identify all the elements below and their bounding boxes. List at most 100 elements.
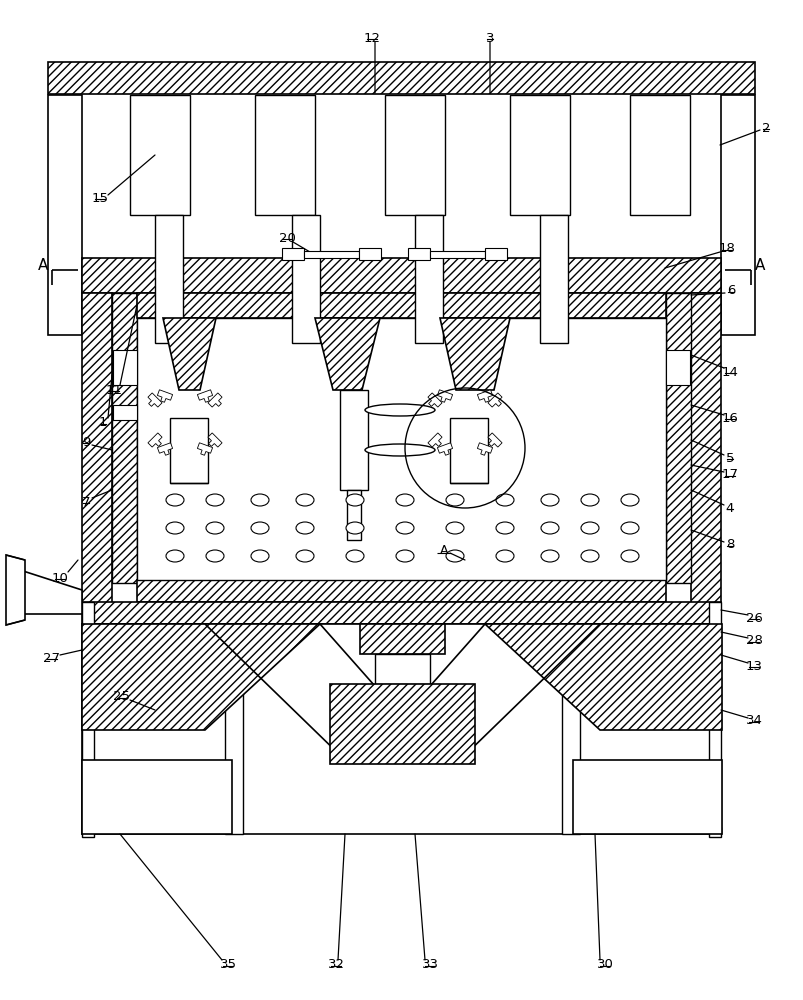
Bar (82, 827, 94, 837)
Bar (82, 258, 720, 293)
Text: 32: 32 (327, 958, 344, 971)
Ellipse shape (206, 550, 224, 562)
Bar (113, 350, 137, 385)
Ellipse shape (396, 522, 414, 534)
Bar (82, 624, 720, 834)
Ellipse shape (296, 550, 314, 562)
Polygon shape (82, 624, 320, 730)
Text: 27: 27 (43, 652, 60, 664)
Polygon shape (163, 318, 216, 390)
Bar (407, 248, 430, 260)
Ellipse shape (206, 494, 224, 506)
Bar (112, 293, 137, 583)
Ellipse shape (581, 550, 598, 562)
Ellipse shape (446, 494, 463, 506)
Text: 2: 2 (760, 122, 769, 135)
Bar (509, 95, 569, 215)
Text: 4: 4 (725, 502, 733, 514)
Ellipse shape (251, 550, 269, 562)
Text: 17: 17 (720, 468, 738, 482)
Ellipse shape (345, 550, 364, 562)
Ellipse shape (581, 522, 598, 534)
Bar (82, 602, 94, 834)
Bar (430, 251, 484, 258)
Text: 7: 7 (82, 495, 90, 508)
Bar (360, 624, 444, 654)
Ellipse shape (495, 494, 513, 506)
Ellipse shape (540, 522, 558, 534)
Ellipse shape (446, 522, 463, 534)
Bar (82, 602, 720, 624)
Polygon shape (208, 393, 222, 407)
Text: 28: 28 (744, 634, 761, 648)
Text: 16: 16 (720, 412, 737, 424)
Bar (113, 405, 137, 420)
Polygon shape (439, 318, 509, 390)
Bar (48, 62, 754, 94)
Bar (48, 95, 82, 335)
Text: 14: 14 (720, 365, 737, 378)
Text: 20: 20 (278, 232, 295, 244)
Bar (573, 760, 721, 834)
Ellipse shape (396, 494, 414, 506)
Ellipse shape (345, 522, 364, 534)
Ellipse shape (620, 550, 638, 562)
Text: 18: 18 (718, 242, 735, 255)
Text: 8: 8 (725, 538, 733, 552)
Ellipse shape (296, 494, 314, 506)
Text: 12: 12 (363, 32, 380, 45)
Ellipse shape (620, 522, 638, 534)
Bar (385, 95, 444, 215)
Polygon shape (437, 443, 452, 455)
Text: 10: 10 (51, 572, 68, 584)
Ellipse shape (540, 550, 558, 562)
Ellipse shape (365, 404, 434, 416)
Bar (708, 602, 720, 834)
Bar (450, 418, 487, 483)
Text: 30: 30 (596, 958, 613, 971)
Text: 25: 25 (113, 690, 130, 704)
Bar (130, 95, 190, 215)
Polygon shape (427, 393, 442, 407)
Text: 3: 3 (485, 32, 494, 45)
Text: 34: 34 (744, 714, 761, 727)
Ellipse shape (446, 550, 463, 562)
Text: A: A (754, 257, 764, 272)
Polygon shape (20, 570, 82, 614)
Bar (304, 251, 359, 258)
Bar (484, 248, 507, 260)
Bar (540, 215, 567, 343)
Ellipse shape (396, 550, 414, 562)
Bar (665, 350, 689, 385)
Bar (347, 490, 361, 540)
Text: 11: 11 (105, 383, 122, 396)
Ellipse shape (165, 550, 184, 562)
Ellipse shape (620, 494, 638, 506)
Bar (137, 318, 665, 580)
Bar (708, 827, 720, 837)
Bar (155, 215, 183, 343)
Polygon shape (157, 390, 173, 402)
Text: 15: 15 (92, 192, 108, 205)
Polygon shape (437, 390, 452, 402)
Bar (359, 248, 381, 260)
Polygon shape (198, 390, 212, 402)
Text: 26: 26 (744, 611, 761, 624)
Polygon shape (315, 318, 380, 390)
Bar (291, 215, 320, 343)
Text: 35: 35 (219, 958, 236, 971)
Polygon shape (477, 443, 492, 455)
Ellipse shape (581, 494, 598, 506)
Text: 5: 5 (725, 452, 733, 464)
Text: A: A (439, 544, 448, 556)
Bar (665, 293, 690, 583)
Bar (82, 760, 232, 834)
Ellipse shape (206, 522, 224, 534)
Bar (720, 95, 754, 335)
Ellipse shape (251, 494, 269, 506)
Polygon shape (487, 393, 501, 407)
Polygon shape (148, 433, 162, 447)
Ellipse shape (345, 494, 364, 506)
Polygon shape (487, 433, 501, 447)
Polygon shape (208, 433, 222, 447)
